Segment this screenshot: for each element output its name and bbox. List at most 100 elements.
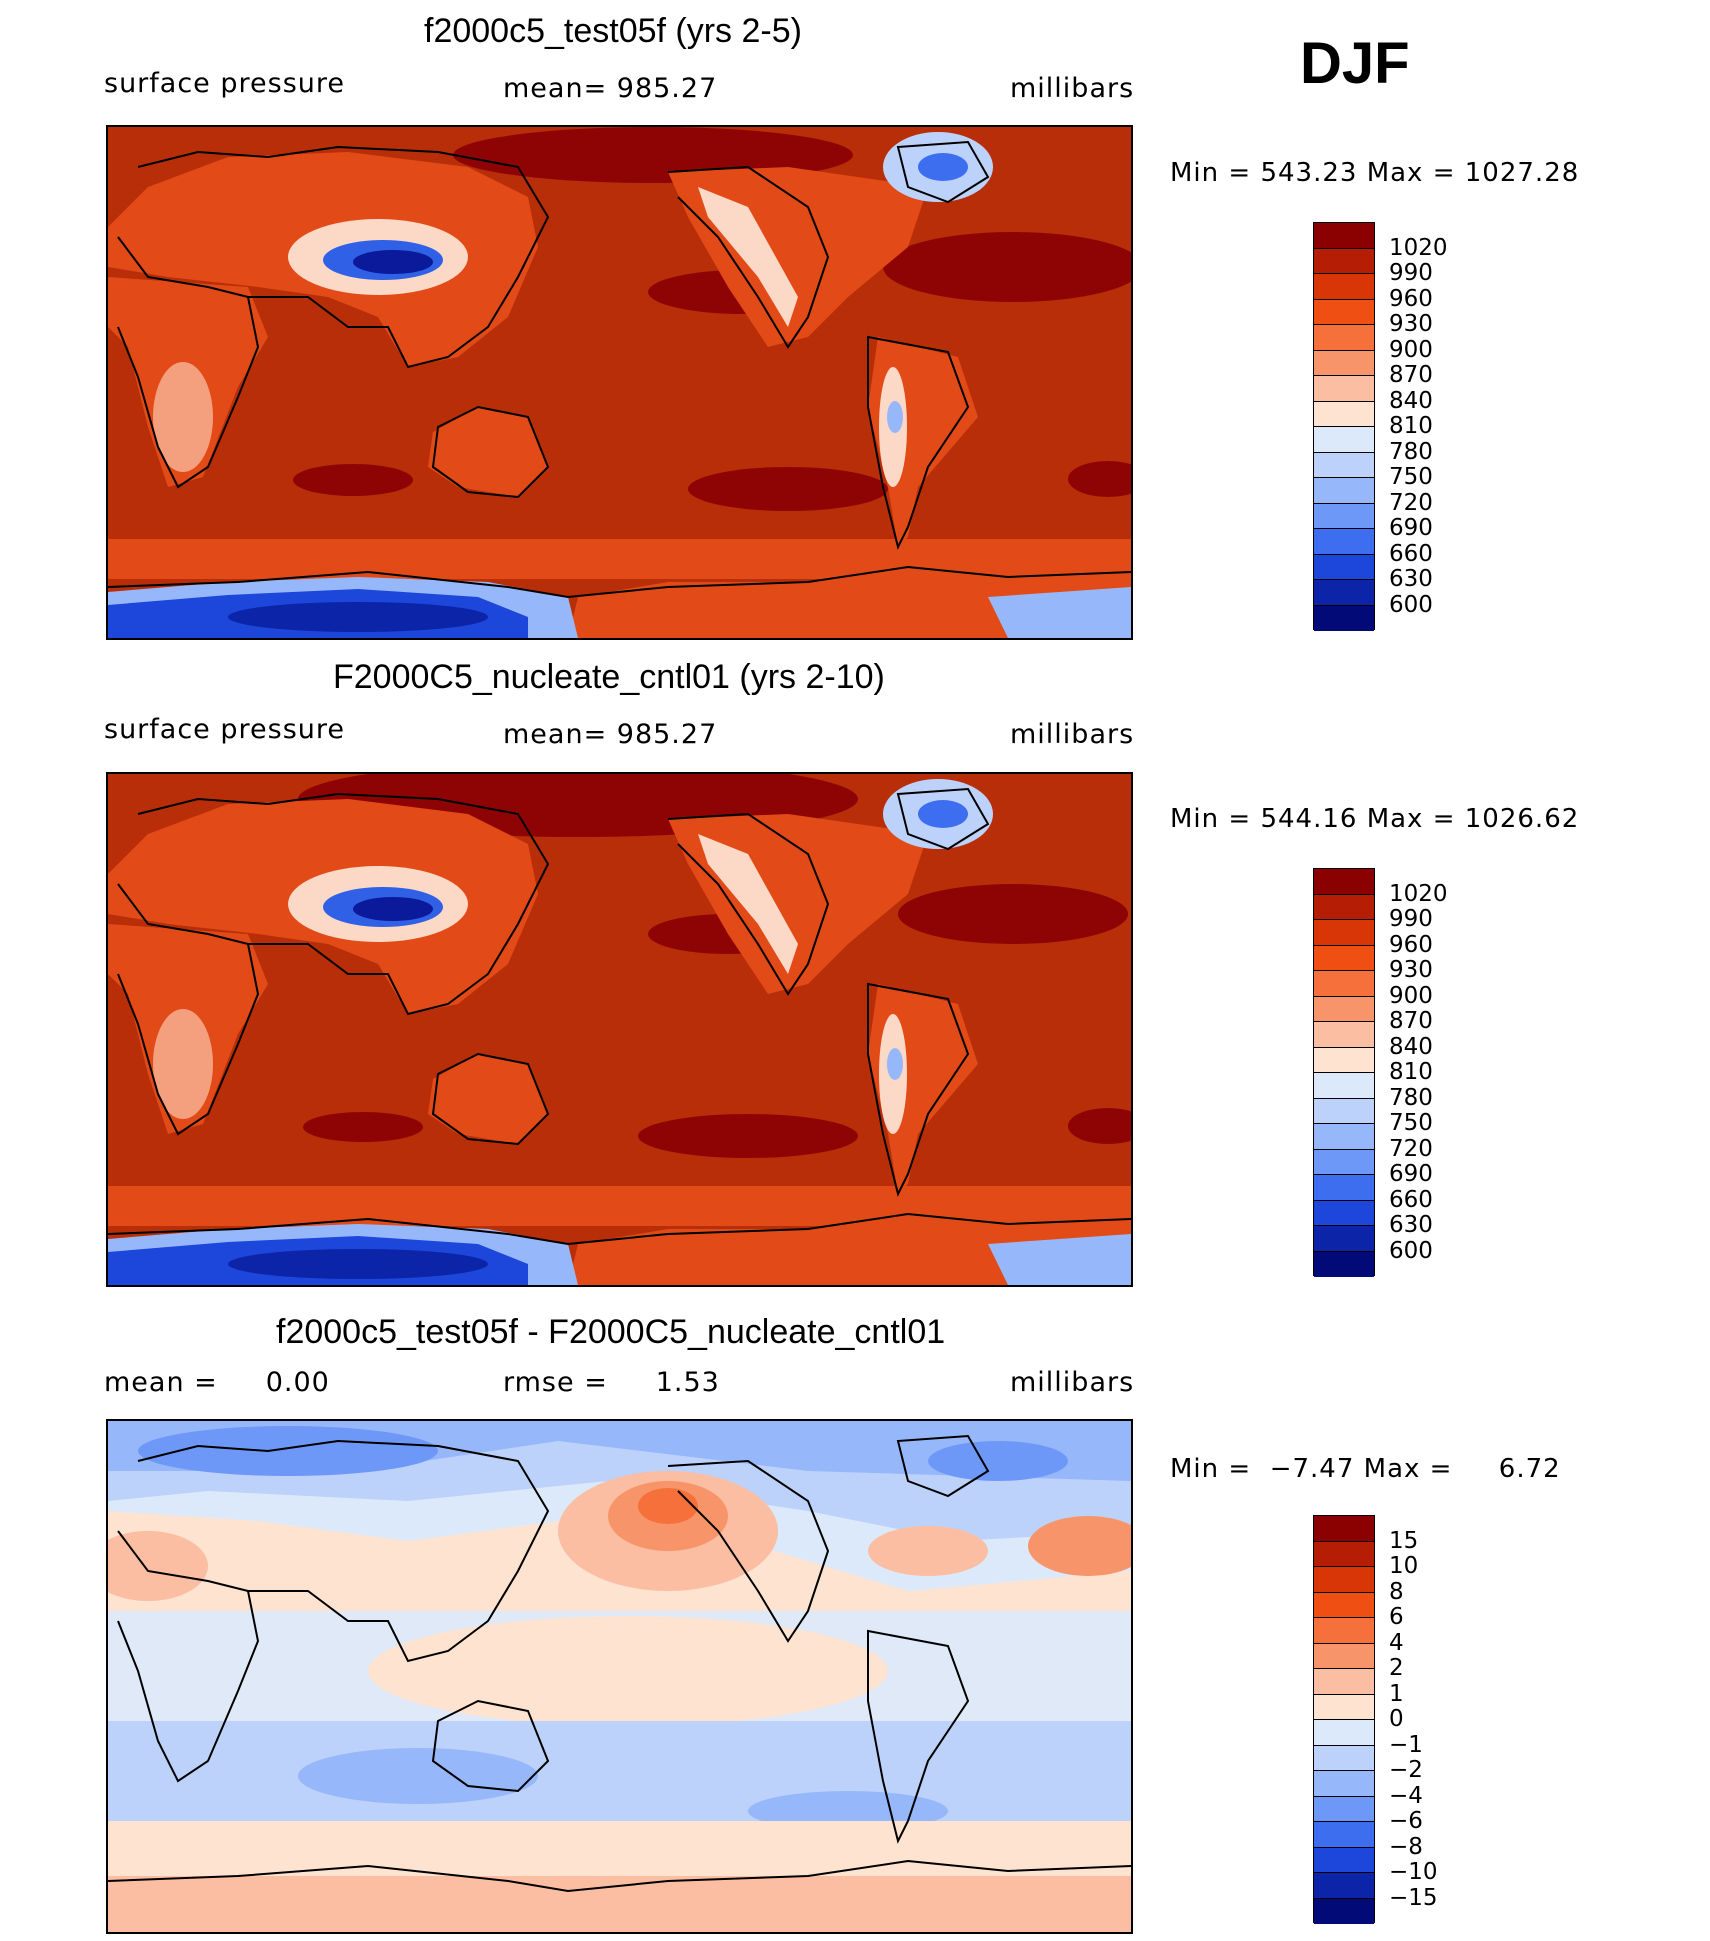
colorbar-swatch bbox=[1314, 1847, 1374, 1873]
panel-2-mean-label: mean= 985.27 bbox=[503, 719, 718, 750]
panel-2-greenland-core bbox=[918, 800, 968, 828]
panel-2-title: F2000C5_nucleate_cntl01 (yrs 2-10) bbox=[333, 658, 885, 696]
panel-1-min-max: Min = 543.23 Max = 1027.28 bbox=[1170, 158, 1580, 188]
colorbar-tick-label: −2 bbox=[1389, 1757, 1423, 1783]
colorbar-tick-label: 630 bbox=[1389, 1212, 1433, 1238]
panel-1-antarctica-east-edge bbox=[988, 587, 1131, 638]
panel-3-colorbar-labels: 15 10 8 6 4 2 1 0 −1 −2 −4 −6 −8 −10 −15 bbox=[1389, 1515, 1469, 1923]
colorbar-swatch bbox=[1314, 1098, 1374, 1124]
panel-3-eurasia-negative bbox=[138, 1426, 438, 1476]
panel-1-tibet-core bbox=[353, 250, 433, 274]
colorbar-swatch bbox=[1314, 1796, 1374, 1822]
colorbar-tick-label: 870 bbox=[1389, 1008, 1433, 1034]
panel-1-colorbar-labels: 1020 990 960 930 900 870 840 810 780 750 720 690 660… bbox=[1389, 222, 1469, 630]
colorbar-swatch bbox=[1314, 1669, 1374, 1695]
panel-2-south-pacific-high bbox=[638, 1114, 858, 1158]
colorbar-tick-label: 720 bbox=[1389, 1135, 1433, 1162]
colorbar-tick-label: 900 bbox=[1389, 982, 1433, 1009]
colorbar-swatch bbox=[1314, 1822, 1374, 1848]
colorbar-swatch bbox=[1314, 1592, 1374, 1618]
panel-2-units-label: millibars bbox=[1010, 719, 1135, 750]
colorbar-swatch bbox=[1314, 325, 1374, 351]
colorbar-swatch bbox=[1314, 554, 1374, 580]
colorbar-swatch bbox=[1314, 299, 1374, 325]
panel-1-colorbar bbox=[1313, 222, 1375, 631]
colorbar-tick-label: 720 bbox=[1389, 489, 1433, 516]
panel-3-title: f2000c5_test05f - F2000C5_nucleate_cntl0… bbox=[276, 1313, 946, 1351]
colorbar-swatch bbox=[1314, 971, 1374, 997]
panel-1-antarctica-core bbox=[228, 602, 488, 632]
colorbar-swatch bbox=[1314, 1541, 1374, 1567]
colorbar-swatch bbox=[1314, 478, 1374, 504]
panel-3-units-label: millibars bbox=[1010, 1367, 1135, 1398]
panel-1-africa-highlands bbox=[153, 362, 213, 472]
colorbar-swatch bbox=[1314, 452, 1374, 478]
panel-1-map-svg bbox=[108, 127, 1131, 638]
colorbar-swatch bbox=[1314, 1149, 1374, 1175]
colorbar-swatch bbox=[1314, 223, 1374, 249]
colorbar-swatch bbox=[1314, 1047, 1374, 1073]
colorbar-swatch bbox=[1314, 1643, 1374, 1669]
colorbar-tick-label: 750 bbox=[1389, 1110, 1433, 1136]
colorbar-tick-label: 840 bbox=[1389, 1033, 1433, 1060]
colorbar-tick-label: 930 bbox=[1389, 311, 1433, 337]
panel-3-pacific-positive-peak bbox=[638, 1488, 698, 1524]
colorbar-swatch bbox=[1314, 529, 1374, 555]
colorbar-swatch bbox=[1314, 580, 1374, 606]
panel-2-southern-ocean-band bbox=[108, 1186, 1131, 1226]
colorbar-tick-label: 8 bbox=[1389, 1578, 1404, 1605]
colorbar-tick-label: −6 bbox=[1389, 1808, 1423, 1834]
season-label: DJF bbox=[1300, 31, 1410, 96]
colorbar-tick-label: 2 bbox=[1389, 1655, 1404, 1681]
colorbar-swatch bbox=[1314, 1516, 1374, 1542]
colorbar-swatch bbox=[1314, 1873, 1374, 1899]
colorbar-swatch bbox=[1314, 1226, 1374, 1252]
colorbar-tick-label: 4 bbox=[1389, 1629, 1404, 1656]
colorbar-tick-label: 600 bbox=[1389, 1237, 1433, 1264]
panel-3-min-max: Min = −7.47 Max = 6.72 bbox=[1170, 1454, 1561, 1484]
colorbar-tick-label: 990 bbox=[1389, 906, 1433, 932]
colorbar-tick-label: 690 bbox=[1389, 515, 1433, 541]
panel-1-units-label: millibars bbox=[1010, 73, 1135, 104]
colorbar-swatch bbox=[1314, 1124, 1374, 1150]
panel-3-south-band bbox=[108, 1721, 1131, 1821]
panel-3-na-positive bbox=[868, 1526, 988, 1576]
colorbar-swatch bbox=[1314, 248, 1374, 274]
panel-1-title: f2000c5_test05f (yrs 2-5) bbox=[424, 12, 802, 50]
panel-2-antarctica-east-edge bbox=[988, 1234, 1131, 1285]
panel-2-tibet-core bbox=[353, 897, 433, 921]
colorbar-swatch bbox=[1314, 869, 1374, 895]
panel-3-greenland-negative bbox=[928, 1441, 1068, 1481]
colorbar-tick-label: 810 bbox=[1389, 1059, 1433, 1085]
colorbar-swatch bbox=[1314, 1251, 1374, 1277]
panel-3-antarctic-positive bbox=[108, 1876, 1131, 1932]
panel-1-southern-ocean-band bbox=[108, 539, 1131, 579]
colorbar-swatch bbox=[1314, 1898, 1374, 1924]
panel-3-colorbar bbox=[1313, 1515, 1375, 1924]
panel-1-indian-high bbox=[293, 464, 413, 496]
colorbar-swatch bbox=[1314, 1771, 1374, 1797]
colorbar-tick-label: 1 bbox=[1389, 1680, 1404, 1707]
colorbar-swatch bbox=[1314, 1745, 1374, 1771]
panel-2-colorbar-labels: 1020 990 960 930 900 870 840 810 780 750 720 690 660… bbox=[1389, 868, 1469, 1276]
colorbar-swatch bbox=[1314, 996, 1374, 1022]
panel-1-mean-label: mean= 985.27 bbox=[503, 73, 718, 104]
panel-2-colorbar bbox=[1313, 868, 1375, 1277]
colorbar-tick-label: 0 bbox=[1389, 1706, 1404, 1732]
colorbar-tick-label: −4 bbox=[1389, 1782, 1423, 1809]
colorbar-swatch bbox=[1314, 1618, 1374, 1644]
colorbar-tick-label: 10 bbox=[1389, 1553, 1419, 1579]
colorbar-tick-label: 750 bbox=[1389, 464, 1433, 490]
panel-2-map bbox=[106, 772, 1133, 1287]
colorbar-swatch bbox=[1314, 920, 1374, 946]
panel-3-map-svg bbox=[108, 1421, 1131, 1932]
colorbar-tick-label: 1020 bbox=[1389, 234, 1448, 261]
panel-2-min-max: Min = 544.16 Max = 1026.62 bbox=[1170, 804, 1580, 834]
colorbar-swatch bbox=[1314, 274, 1374, 300]
colorbar-tick-label: 600 bbox=[1389, 591, 1433, 618]
colorbar-tick-label: 960 bbox=[1389, 285, 1433, 312]
panel-1-atlantic-high bbox=[883, 232, 1131, 302]
panel-1-map bbox=[106, 125, 1133, 640]
panel-1-atlantic-south-high bbox=[1068, 461, 1131, 497]
panel-3-tropics-pos bbox=[368, 1616, 888, 1726]
